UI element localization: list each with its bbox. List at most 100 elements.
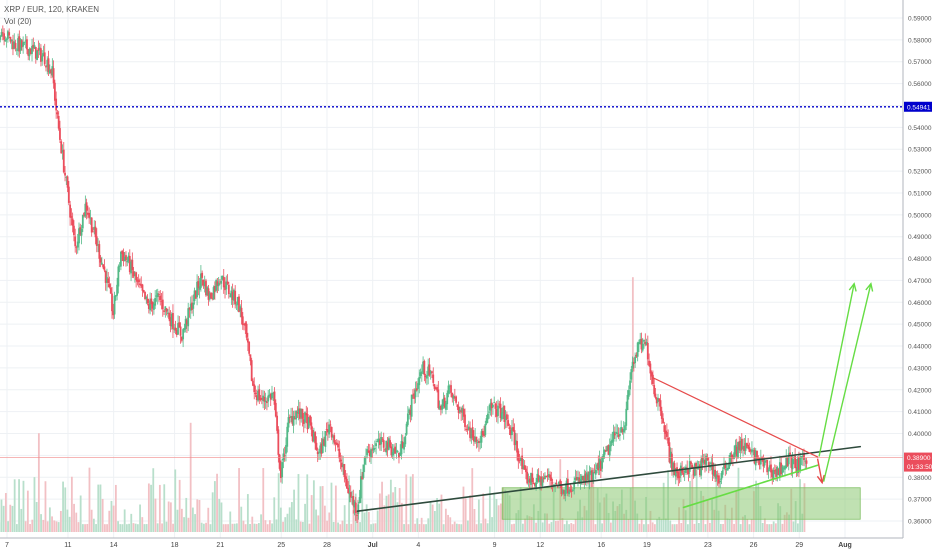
volume-bar bbox=[247, 494, 249, 532]
candle-body bbox=[495, 404, 497, 409]
volume-bar bbox=[535, 523, 537, 532]
candle-body bbox=[166, 308, 168, 311]
candle-body bbox=[488, 412, 490, 413]
volume-bar bbox=[287, 514, 289, 532]
candle-body bbox=[234, 291, 236, 304]
volume-bar bbox=[669, 520, 671, 532]
volume-bar bbox=[388, 494, 390, 532]
candle-body bbox=[501, 413, 503, 420]
volume-bar bbox=[425, 524, 427, 532]
volume-bar bbox=[58, 522, 60, 532]
volume-bar bbox=[478, 500, 480, 532]
date-tick-label: 28 bbox=[323, 542, 331, 549]
candle-body bbox=[154, 298, 156, 306]
volume-bar bbox=[56, 521, 58, 532]
candle-body bbox=[15, 43, 17, 49]
candle-body bbox=[724, 465, 726, 468]
candle-body bbox=[357, 504, 359, 514]
volume-bar bbox=[75, 513, 77, 532]
volume-bar bbox=[273, 497, 275, 532]
volume-bar bbox=[467, 520, 469, 532]
volume-bar bbox=[172, 524, 174, 532]
volume-bar bbox=[249, 524, 251, 532]
volume-bar bbox=[73, 504, 75, 532]
volume-bar bbox=[5, 493, 7, 532]
volume-bar bbox=[51, 516, 53, 532]
volume-bar bbox=[628, 519, 630, 532]
candle-body bbox=[302, 409, 304, 419]
candle-body bbox=[72, 219, 74, 226]
volume-bar bbox=[762, 523, 764, 532]
candle-body bbox=[182, 329, 184, 339]
candle-body bbox=[360, 476, 362, 498]
candle-body bbox=[456, 405, 458, 407]
volume-bar bbox=[298, 474, 300, 532]
volume-bar bbox=[36, 502, 38, 532]
volume-bar bbox=[449, 517, 451, 532]
volume-bar bbox=[498, 505, 500, 532]
candle-body bbox=[135, 272, 137, 280]
candle-body bbox=[111, 294, 113, 312]
volume-bar bbox=[768, 524, 770, 532]
date-tick-label: 29 bbox=[795, 542, 803, 549]
volume-bar bbox=[469, 495, 471, 532]
volume-bar bbox=[566, 520, 568, 532]
candle-body bbox=[8, 32, 10, 35]
candle-body bbox=[73, 226, 75, 235]
volume-bar bbox=[542, 522, 544, 532]
volume-bar bbox=[676, 524, 678, 532]
candle-body bbox=[550, 477, 552, 480]
volume-bar bbox=[135, 524, 137, 532]
candle-body bbox=[637, 343, 639, 357]
down-projection-arrow[interactable] bbox=[817, 459, 824, 483]
candle-body bbox=[383, 440, 385, 448]
volume-bar bbox=[289, 507, 291, 532]
volume-bar bbox=[379, 493, 381, 532]
volume-bar bbox=[229, 512, 231, 532]
symbol-title[interactable]: XRP / EUR, 120, KRAKEN bbox=[4, 4, 99, 16]
volume-bar bbox=[38, 433, 40, 532]
candle-body bbox=[429, 364, 431, 375]
volume-bar bbox=[337, 523, 339, 532]
candle-body bbox=[406, 424, 408, 435]
volume-bar bbox=[113, 506, 115, 532]
volume-bar bbox=[137, 524, 139, 532]
volume-bar bbox=[350, 524, 352, 532]
volume-bar bbox=[234, 524, 236, 532]
volume-bar bbox=[254, 524, 256, 532]
volume-bar bbox=[452, 524, 454, 532]
badge-text: 0.54941 bbox=[907, 104, 931, 111]
candle-body bbox=[180, 327, 182, 336]
candle-body bbox=[59, 128, 61, 140]
volume-bar bbox=[368, 512, 370, 532]
volume-bar bbox=[421, 518, 423, 532]
volume-bar bbox=[720, 524, 722, 532]
volume-indicator-label[interactable]: Vol (20) bbox=[4, 16, 99, 28]
volume-bar bbox=[128, 524, 130, 532]
candle-body bbox=[445, 403, 447, 410]
candle-body bbox=[437, 390, 439, 408]
candle-body bbox=[453, 396, 455, 399]
date-tick-label: 12 bbox=[536, 542, 544, 549]
candle-body bbox=[162, 300, 164, 310]
volume-bar bbox=[207, 508, 209, 532]
candle-body bbox=[41, 56, 43, 62]
demand-zone-rectangle[interactable] bbox=[502, 488, 860, 519]
candle-body bbox=[276, 416, 278, 431]
volume-bar bbox=[661, 520, 663, 532]
candle-body bbox=[2, 32, 4, 33]
candle-body bbox=[619, 434, 621, 436]
candle-body bbox=[531, 473, 533, 482]
volume-bar bbox=[174, 469, 176, 532]
volume-bar bbox=[680, 523, 682, 532]
volume-bar bbox=[405, 474, 407, 532]
candle-body bbox=[792, 459, 794, 469]
volume-bar bbox=[698, 523, 700, 532]
candle-body bbox=[316, 443, 318, 450]
price-tick-label: 0.57000 bbox=[908, 59, 932, 66]
candle-body bbox=[662, 418, 664, 423]
candle-body bbox=[22, 42, 24, 46]
volume-bar bbox=[276, 519, 278, 532]
